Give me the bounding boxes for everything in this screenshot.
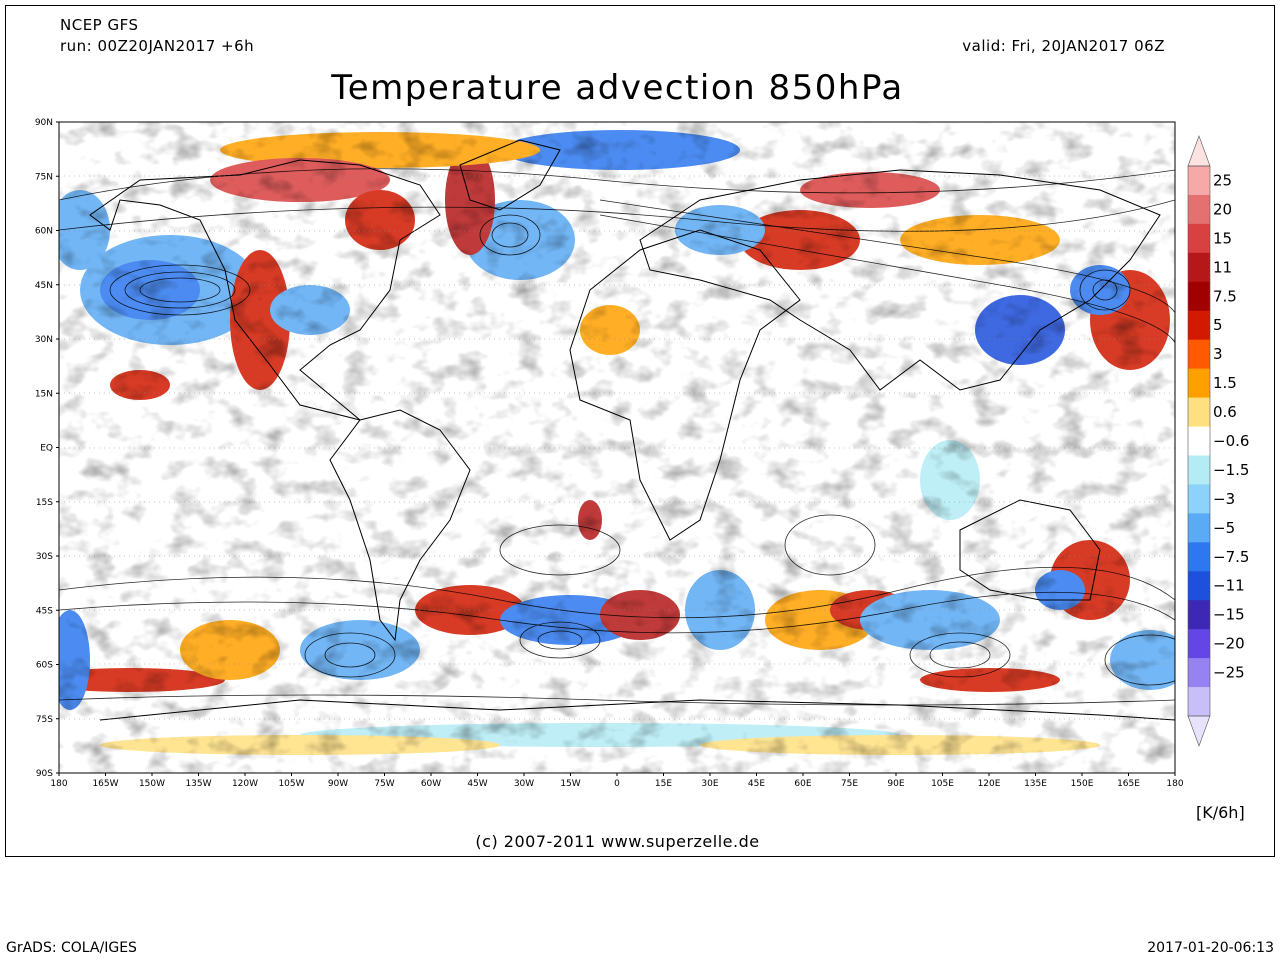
colorbar-upper-arrow bbox=[1187, 135, 1211, 167]
longitude-label: 60W bbox=[421, 779, 441, 789]
colorbar-swatch bbox=[1188, 223, 1210, 254]
latitude-label: 60N bbox=[35, 227, 53, 237]
colorbar-swatch bbox=[1188, 252, 1210, 283]
longitude-label: 15W bbox=[560, 779, 580, 789]
colorbar-label: 25 bbox=[1213, 171, 1232, 189]
colorbar-label: −20 bbox=[1213, 635, 1245, 653]
colorbar-swatch bbox=[1188, 687, 1210, 717]
copyright: (c) 2007-2011 www.superzelle.de bbox=[475, 832, 760, 851]
colorbar-lower-arrow bbox=[1187, 715, 1211, 747]
latitude-label: 45S bbox=[36, 606, 53, 616]
longitude-label: 45W bbox=[467, 779, 487, 789]
longitude-label: 120W bbox=[232, 779, 258, 789]
colorbar: 25 20 15 11 7.5 5 3 1.5 0.6 −0.6 −1.5 −3 −5 −7.5 −11 −1… bbox=[1187, 135, 1249, 747]
longitude-label: 90E bbox=[887, 779, 904, 789]
colorbar-swatch bbox=[1188, 426, 1210, 456]
colorbar-units: [K/6h] bbox=[1196, 803, 1245, 822]
grads-credit: GrADS: COLA/IGES bbox=[6, 940, 137, 956]
colorbar-label: 11 bbox=[1213, 258, 1232, 276]
colorbar-swatch bbox=[1188, 310, 1210, 341]
longitude-label: 180 bbox=[1166, 779, 1183, 789]
longitude-label: 165W bbox=[92, 779, 118, 789]
latitude-label: EQ bbox=[40, 444, 53, 454]
colorbar-swatch bbox=[1188, 600, 1210, 630]
colorbar-label: −7.5 bbox=[1213, 548, 1249, 566]
colorbar-swatch bbox=[1188, 542, 1210, 572]
colorbar-label: −1.5 bbox=[1213, 461, 1249, 479]
longitude-label: 15E bbox=[655, 779, 672, 789]
colorbar-label: 15 bbox=[1213, 229, 1232, 247]
colorbar-label: 1.5 bbox=[1213, 374, 1237, 392]
colorbar-label: 0.6 bbox=[1213, 403, 1237, 421]
longitude-label: 45E bbox=[748, 779, 765, 789]
plot-frame bbox=[5, 5, 1275, 857]
colorbar-swatch bbox=[1188, 455, 1210, 485]
latitude-label: 15S bbox=[36, 498, 53, 508]
longitude-label: 30E bbox=[701, 779, 718, 789]
colorbar-label: −0.6 bbox=[1213, 432, 1249, 450]
colorbar-swatch bbox=[1188, 166, 1210, 196]
model-name: NCEP GFS bbox=[60, 16, 139, 34]
colorbar-label: 7.5 bbox=[1213, 287, 1237, 305]
advection-field bbox=[59, 122, 1175, 773]
colorbar-swatch bbox=[1188, 629, 1210, 659]
longitude-label: 60E bbox=[794, 779, 811, 789]
longitude-label: 135W bbox=[185, 779, 211, 789]
colorbar-swatch bbox=[1188, 281, 1210, 312]
colorbar-label: 3 bbox=[1213, 345, 1223, 363]
latitude-label: 15N bbox=[35, 389, 53, 399]
colorbar-swatch bbox=[1188, 513, 1210, 543]
longitude-label: 90W bbox=[328, 779, 348, 789]
longitude-label: 150E bbox=[1071, 779, 1094, 789]
colorbar-label: 5 bbox=[1213, 316, 1223, 334]
colorbar-swatch bbox=[1188, 484, 1210, 514]
colorbar-label: 20 bbox=[1213, 200, 1232, 218]
latitude-label: 75S bbox=[36, 715, 53, 725]
latitude-label: 45N bbox=[35, 281, 53, 291]
latitude-label: 60S bbox=[36, 661, 53, 671]
longitude-label: 150W bbox=[139, 779, 165, 789]
colorbar-label: −15 bbox=[1213, 606, 1245, 624]
longitude-label: 75E bbox=[841, 779, 858, 789]
longitude-label: 135E bbox=[1024, 779, 1047, 789]
latitude-label: 90S bbox=[36, 769, 53, 779]
longitude-label: 105E bbox=[931, 779, 954, 789]
graticule bbox=[59, 175, 1175, 720]
colorbar-swatch bbox=[1188, 194, 1210, 225]
latitude-label: 30N bbox=[35, 335, 53, 345]
render-timestamp: 2017-01-20-06:13 bbox=[1147, 940, 1274, 956]
colorbar-swatch bbox=[1188, 339, 1210, 370]
colorbar-label: −5 bbox=[1213, 519, 1235, 537]
coastlines bbox=[89, 139, 1175, 721]
latitude-label: 90N bbox=[35, 118, 53, 128]
colorbar-swatch bbox=[1188, 658, 1210, 688]
colorbar-swatch bbox=[1188, 397, 1210, 428]
longitude-label: 180 bbox=[50, 779, 67, 789]
valid-time: valid: Fri, 20JAN2017 06Z bbox=[962, 37, 1165, 55]
longitude-label: 165E bbox=[1117, 779, 1140, 789]
longitude-label: 30W bbox=[514, 779, 534, 789]
latitude-label: 30S bbox=[36, 552, 53, 562]
colorbar-label: −3 bbox=[1213, 490, 1235, 508]
map-title: Temperature advection 850hPa bbox=[331, 68, 904, 108]
pressure-contours bbox=[59, 168, 1175, 706]
longitude-labels: 180 165W 150W 135W 120W 105W 90W 75W 60W 45W 30W 15… bbox=[50, 773, 1184, 789]
longitude-label: 120E bbox=[978, 779, 1001, 789]
colorbar-swatch bbox=[1188, 571, 1210, 601]
colorbar-label: −25 bbox=[1213, 664, 1245, 682]
colorbar-label: −11 bbox=[1213, 577, 1245, 595]
longitude-label: 75W bbox=[374, 779, 394, 789]
latitude-label: 75N bbox=[35, 172, 53, 182]
latitude-labels: 90N 75N 60N 45N 30N 15N EQ 15S 30S 45S 60S 75S 90S bbox=[35, 118, 59, 779]
colorbar-swatch bbox=[1188, 368, 1210, 399]
run-time: run: 00Z20JAN2017 +6h bbox=[60, 37, 255, 55]
longitude-label: 105W bbox=[278, 779, 304, 789]
longitude-label: 0 bbox=[614, 779, 620, 789]
